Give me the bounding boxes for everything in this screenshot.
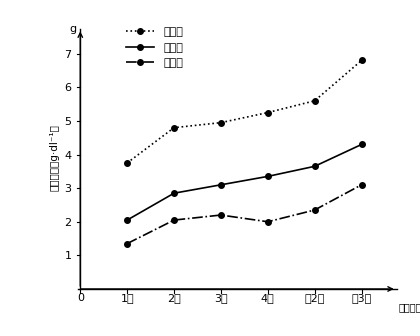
- 球蛋白: [265, 220, 270, 224]
- 球蛋白: [359, 183, 364, 187]
- Line: 白蛋白: 白蛋白: [124, 142, 364, 223]
- 白蛋白: [125, 218, 130, 222]
- 白蛋白: [265, 174, 270, 178]
- 球蛋白: [312, 208, 317, 212]
- Text: g: g: [70, 24, 77, 34]
- Line: 球蛋白: 球蛋白: [124, 182, 364, 246]
- Text: 血浆蛋白（g·dl⁻¹）: 血浆蛋白（g·dl⁻¹）: [50, 124, 60, 192]
- 总蛋白: [171, 126, 176, 130]
- 球蛋白: [125, 242, 130, 246]
- 白蛋白: [171, 191, 176, 195]
- 球蛋白: [218, 213, 223, 217]
- 总蛋白: [265, 111, 270, 115]
- Line: 总蛋白: 总蛋白: [124, 58, 364, 166]
- Legend: 总蛋白, 白蛋白, 球蛋白: 总蛋白, 白蛋白, 球蛋白: [126, 27, 183, 68]
- Text: （伤后日期）: （伤后日期）: [399, 302, 420, 312]
- 总蛋白: [359, 58, 364, 62]
- 白蛋白: [218, 183, 223, 187]
- 白蛋白: [312, 164, 317, 168]
- 总蛋白: [312, 99, 317, 103]
- 总蛋白: [218, 121, 223, 125]
- 总蛋白: [125, 161, 130, 165]
- 球蛋白: [171, 218, 176, 222]
- 白蛋白: [359, 142, 364, 146]
